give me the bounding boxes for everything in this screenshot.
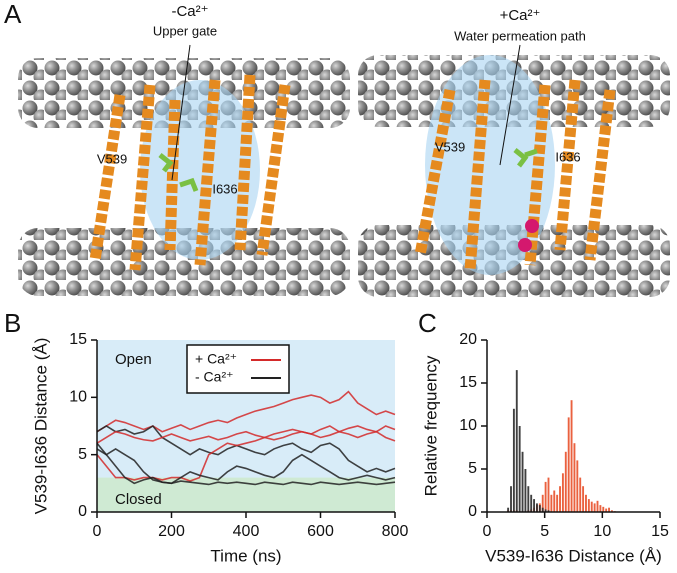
histogram-bar [533, 499, 536, 512]
histogram-bar [610, 510, 613, 512]
line [96, 442, 396, 486]
histogram-bar [527, 486, 530, 512]
region-label: Closed [115, 491, 162, 508]
histogram-bar [536, 503, 538, 512]
y-tick-label: 15 [459, 374, 477, 391]
line [96, 448, 396, 485]
histogram-bar [518, 426, 521, 512]
x-tick-label: 10 [593, 523, 611, 540]
region-label: Open [115, 351, 152, 368]
x-axis-label: V539-I636 Distance (Å) [485, 546, 662, 565]
histogram-bar [599, 505, 602, 512]
panel-label: A [4, 0, 22, 29]
y-tick-label: 15 [69, 331, 87, 348]
y-tick-label: 5 [468, 460, 477, 477]
ion [518, 238, 532, 252]
histogram-bar [596, 500, 599, 512]
structure-subtitle: Upper gate [153, 23, 217, 38]
histogram-bar [590, 501, 593, 512]
histogram-bar [556, 494, 559, 512]
residue-label: V539 [97, 151, 127, 166]
histogram-bar [582, 486, 585, 512]
ion [525, 219, 539, 233]
helices [414, 79, 616, 271]
y-tick-label: 5 [78, 446, 87, 463]
histogram-bar [602, 506, 605, 512]
line [96, 430, 396, 482]
histogram-bar [605, 508, 608, 512]
histogram-bar [570, 400, 573, 512]
x-axis-label: Time (ns) [210, 546, 281, 565]
structure-title: -Ca²⁺ [171, 3, 208, 20]
residue [158, 153, 199, 192]
x-tick-label: 15 [651, 523, 669, 540]
histogram-bar [608, 507, 610, 512]
structure-right [358, 44, 670, 297]
histogram-bar [561, 473, 564, 512]
histogram-bar [593, 503, 596, 512]
pointer [499, 44, 521, 166]
y-tick-label: 10 [459, 417, 477, 434]
structure-title: +Ca²⁺ [500, 7, 541, 24]
histogram-bar [559, 486, 561, 512]
residue-label: V539 [435, 139, 465, 154]
histogram-bar [564, 451, 567, 512]
histogram-bar [585, 494, 587, 512]
histogram-bar [587, 499, 590, 512]
line [96, 425, 396, 444]
histogram-bar [507, 507, 510, 512]
histogram-bar [530, 494, 533, 512]
x-tick-label: 800 [382, 523, 409, 540]
histogram-bar [579, 477, 582, 512]
x-tick-label: 200 [158, 523, 185, 540]
x-tick-label: 0 [93, 523, 102, 540]
histogram-bar [550, 494, 553, 512]
y-axis-label: Relative frequency [421, 355, 440, 496]
line [96, 390, 396, 433]
y-tick-label: 0 [78, 503, 87, 520]
histogram-bar [573, 443, 576, 512]
structure-subtitle: Water permeation path [454, 28, 586, 43]
residue [513, 148, 538, 168]
histogram-bar [567, 417, 570, 512]
histogram-bar [510, 486, 512, 512]
histogram-bar [576, 460, 579, 512]
y-tick-label: 10 [69, 389, 87, 406]
y-tick-label: 0 [468, 503, 477, 520]
x-tick-label: 600 [307, 523, 334, 540]
legend-label: - Ca²⁺ [195, 369, 234, 385]
x-tick-label: 0 [483, 523, 492, 540]
cavity [425, 55, 555, 275]
structure-left [18, 44, 350, 296]
residue-label: I636 [555, 149, 580, 164]
line [96, 424, 396, 473]
histogram-bar [547, 477, 550, 512]
histogram-bar [521, 451, 524, 512]
legend-label: + Ca²⁺ [195, 351, 237, 367]
helices [89, 74, 291, 271]
histogram-bar [541, 494, 544, 512]
legend-box [186, 344, 290, 394]
histogram-bar [544, 481, 547, 512]
panel-label: C [418, 308, 437, 338]
histogram-bar [544, 509, 547, 512]
histogram-bar [512, 408, 515, 512]
histogram-bar [541, 507, 544, 512]
pointer [171, 44, 191, 181]
y-tick-label: 20 [459, 331, 477, 348]
histogram-bar [538, 505, 541, 512]
histogram-bar [553, 490, 556, 512]
histogram-bar [515, 370, 518, 512]
x-tick-label: 400 [233, 523, 260, 540]
histogram-bar [547, 510, 550, 512]
residue-label: I636 [212, 181, 237, 196]
histogram-bar [524, 469, 527, 512]
x-tick-label: 5 [540, 523, 549, 540]
y-axis-label: V539-I636 Distance (Å) [31, 338, 50, 515]
panel-label: B [4, 308, 21, 338]
